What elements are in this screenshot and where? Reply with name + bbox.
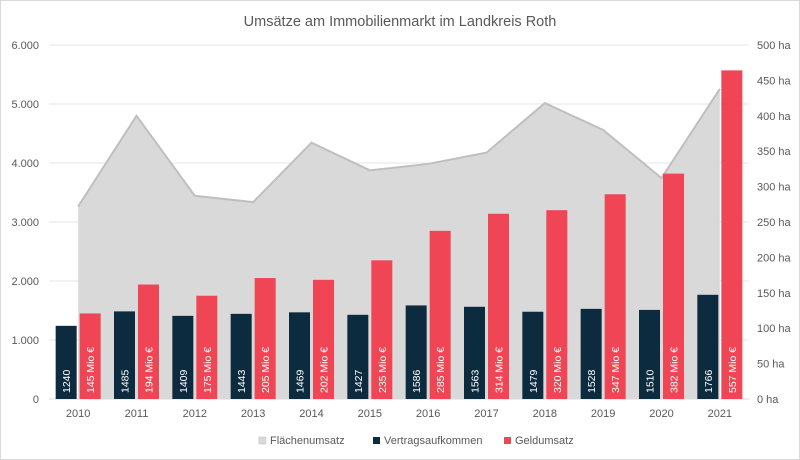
bar-label-geldumsatz: 145 Mio € (85, 347, 97, 393)
chart-title: Umsätze am Immobilienmarkt im Landkreis … (244, 14, 557, 30)
bar-label-vertragsaufkommen: 1586 (411, 369, 423, 393)
bar-vertragsaufkommen (464, 306, 485, 399)
bar-label-vertragsaufkommen: 1469 (295, 369, 307, 393)
bar-vertragsaufkommen (289, 312, 310, 399)
bar-label-vertragsaufkommen: 1510 (645, 369, 657, 393)
x-axis-tick-label: 2012 (183, 408, 207, 420)
x-axis-tick-label: 2011 (125, 408, 149, 420)
legend-swatch (258, 436, 267, 445)
right-axis-tick-label: 350 ha (757, 146, 792, 158)
bar-geldumsatz (663, 173, 684, 399)
bar-vertragsaufkommen (405, 305, 427, 399)
right-axis-tick-label: 50 ha (757, 359, 785, 371)
bar-vertragsaufkommen (230, 313, 252, 399)
bar-label-vertragsaufkommen: 1427 (353, 369, 365, 393)
legend-swatch (373, 437, 380, 444)
x-axis: 2010 2011 2012 2013 2014 2015 2016 2017 2018 2019… (66, 408, 732, 420)
bar-label-geldumsatz: 205 Mio € (260, 347, 272, 393)
right-axis-tick-label: 400 ha (757, 111, 792, 123)
bar-label-vertragsaufkommen: 1409 (178, 369, 190, 393)
x-axis-tick-label: 2017 (474, 408, 498, 420)
x-axis-tick-label: 2019 (591, 408, 615, 420)
left-axis: 0 1.000 2.000 3.000 4.000 5.000 6.000 (11, 40, 39, 406)
x-axis-tick-label: 2010 (66, 408, 90, 420)
right-axis-tick-label: 150 ha (757, 288, 792, 300)
left-axis-tick-label: 2.000 (11, 276, 39, 288)
right-axis-tick-label: 0 ha (757, 394, 779, 406)
left-axis-tick-label: 6.000 (11, 40, 39, 52)
bar-vertragsaufkommen (347, 314, 369, 399)
x-axis-tick-label: 2018 (533, 408, 557, 420)
bar-label-geldumsatz: 557 Mio € (727, 347, 739, 393)
left-axis-tick-label: 0 (33, 394, 39, 406)
legend-entry: Flächenumsatz (270, 435, 345, 447)
left-axis-tick-label: 1.000 (11, 335, 39, 347)
left-axis-tick-label: 4.000 (11, 158, 39, 170)
x-axis-tick-label: 2015 (358, 408, 382, 420)
left-axis-tick-label: 3.000 (11, 217, 39, 229)
legend-swatch (504, 437, 511, 444)
bar-label-vertragsaufkommen: 1240 (61, 369, 73, 393)
bar-label-geldumsatz: 194 Mio € (144, 347, 156, 393)
x-axis-tick-label: 2013 (241, 408, 265, 420)
bar-vertragsaufkommen (114, 311, 135, 399)
bar-label-vertragsaufkommen: 1443 (236, 369, 248, 393)
bar-geldumsatz (313, 279, 334, 399)
right-axis-tick-label: 100 ha (757, 323, 792, 335)
right-axis-tick-label: 450 ha (757, 75, 792, 87)
bar-vertragsaufkommen (580, 308, 602, 399)
bar-geldumsatz (488, 213, 509, 399)
bar-label-geldumsatz: 314 Mio € (494, 347, 506, 393)
legend-entry: Geldumsatz (515, 435, 574, 447)
bar-label-geldumsatz: 175 Mio € (202, 347, 214, 393)
bar-geldumsatz (79, 313, 101, 399)
bar-label-geldumsatz: 202 Mio € (319, 347, 331, 393)
area-line (77, 88, 721, 207)
left-axis-tick-label: 5.000 (11, 99, 39, 111)
x-axis-tick-label: 2014 (299, 408, 323, 420)
bar-label-vertragsaufkommen: 1563 (470, 369, 482, 393)
right-axis-tick-label: 500 ha (757, 40, 792, 52)
bar-label-vertragsaufkommen: 1479 (528, 369, 540, 393)
bar-geldumsatz (138, 284, 159, 399)
bar-label-vertragsaufkommen: 1528 (586, 369, 598, 393)
bar-geldumsatz (721, 70, 743, 400)
right-axis-tick-label: 250 ha (757, 217, 792, 229)
bar-vertragsaufkommen (639, 309, 660, 399)
bar-geldumsatz (546, 210, 568, 399)
x-axis-tick-label: 2021 (708, 408, 732, 420)
right-axis-tick-label: 200 ha (757, 252, 792, 264)
bar-label-geldumsatz: 320 Mio € (552, 347, 564, 393)
bar-vertragsaufkommen (55, 325, 77, 399)
x-axis-tick-label: 2016 (416, 408, 440, 420)
bar-label-geldumsatz: 285 Mio € (435, 347, 447, 393)
bar-label-vertragsaufkommen: 1766 (703, 369, 715, 393)
bar-geldumsatz (196, 295, 218, 399)
bar-series: 1240 145 Mio € 1485 194 Mio € 1409 175 Mio € 1… (55, 70, 743, 400)
bar-geldumsatz (604, 194, 626, 399)
x-axis-tick-label: 2020 (649, 408, 673, 420)
bar-vertragsaufkommen (522, 311, 544, 399)
legend-entry: Vertragsaufkommen (384, 435, 482, 447)
legend: Flächenumsatz Vertragsaufkommen Geldumsatz (258, 435, 574, 447)
bar-geldumsatz (429, 230, 451, 399)
bar-geldumsatz (254, 278, 276, 399)
bar-label-geldumsatz: 347 Mio € (610, 347, 622, 393)
right-axis: 0 ha 50 ha 100 ha 150 ha 200 ha 250 ha 300 ha 3… (757, 40, 792, 406)
right-axis-tick-label: 300 ha (757, 182, 792, 194)
bar-label-geldumsatz: 235 Mio € (377, 347, 389, 393)
bar-vertragsaufkommen (697, 294, 719, 399)
bar-label-vertragsaufkommen: 1485 (120, 369, 132, 393)
bar-geldumsatz (371, 260, 393, 399)
bar-label-geldumsatz: 382 Mio € (669, 347, 681, 393)
bar-vertragsaufkommen (172, 315, 194, 399)
